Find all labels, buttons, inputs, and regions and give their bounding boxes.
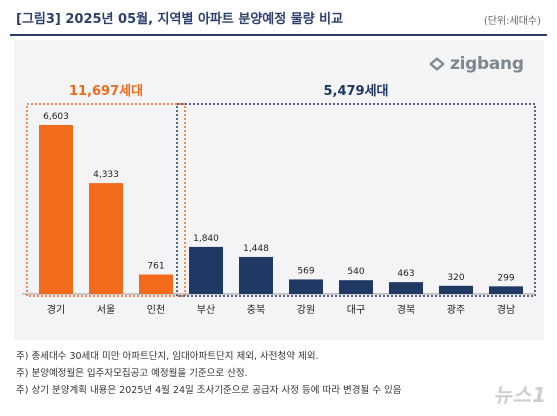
- unit-label: (단위:세대수): [483, 16, 541, 27]
- group-total-label: 11,697세대: [69, 84, 143, 99]
- bar-광주: [439, 285, 473, 294]
- logo-text: zigbang: [450, 54, 524, 74]
- value-label: 1,840: [193, 234, 219, 244]
- value-label: 540: [347, 267, 364, 277]
- value-label: 6,603: [43, 112, 69, 122]
- group-box-1: [26, 103, 186, 297]
- category-label: 경기: [47, 303, 65, 316]
- bar-충북: [239, 256, 273, 294]
- group-total-label: 5,479세대: [323, 84, 388, 99]
- zigbang-logo-icon: [429, 57, 445, 71]
- bar-경북: [389, 282, 423, 294]
- value-label: 463: [397, 269, 414, 279]
- watermark: 뉴스1: [493, 383, 547, 407]
- bar-인천: [139, 274, 173, 294]
- category-label: 강원: [297, 304, 315, 316]
- category-label: 인천: [147, 304, 165, 316]
- bar-부산: [189, 246, 223, 294]
- value-label: 569: [297, 266, 314, 276]
- value-label: 299: [497, 273, 514, 283]
- category-label: 경남: [497, 303, 515, 316]
- note-2: 주) 분양예정월은 입주자모집공고 예정월을 기준으로 산정.: [16, 368, 248, 379]
- value-label: 4,333: [93, 170, 119, 180]
- category-label: 충북: [247, 304, 265, 316]
- bar-서울: [89, 183, 123, 294]
- bar-경남: [489, 286, 523, 294]
- bar-강원: [289, 279, 323, 294]
- zigbang-logo: zigbang: [428, 52, 528, 76]
- value-label: 761: [147, 262, 164, 272]
- page-title: [그림3] 2025년 05월, 지역별 아파트 분양예정 물량 비교: [16, 12, 344, 27]
- category-label: 서울: [97, 304, 115, 316]
- note-1: 주) 총세대수 30세대 미만 아파트단지, 임대아파트단지 제외, 사전청약 …: [16, 351, 319, 362]
- bar-경기: [39, 125, 73, 294]
- value-label: 320: [447, 273, 464, 283]
- notes: 주) 총세대수 30세대 미만 아파트단지, 임대아파트단지 제외, 사전청약 …: [16, 348, 546, 399]
- note-3: 주) 상기 분양계획 내용은 2025년 4월 24일 조사기준으로 공급자 사…: [16, 385, 402, 396]
- group-box-2: [176, 103, 536, 297]
- category-label: 부산: [197, 304, 215, 316]
- category-label: 대구: [347, 304, 365, 316]
- category-label: 경북: [397, 303, 415, 316]
- title-rule: [10, 34, 547, 36]
- category-label: 광주: [447, 304, 465, 316]
- value-label: 1,448: [243, 244, 269, 254]
- bar-대구: [339, 280, 373, 294]
